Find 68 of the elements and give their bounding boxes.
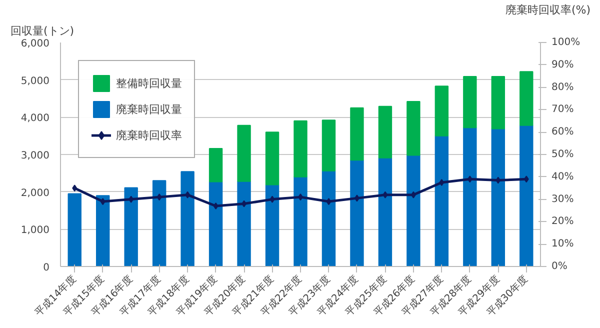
bar (237, 124, 251, 182)
bar (378, 106, 392, 158)
y2-axis-title: 廃棄時回収率(%) (505, 4, 591, 16)
point (326, 198, 332, 206)
legend-label: 廃棄時回収量 (116, 102, 182, 116)
bar (520, 71, 534, 126)
bar (491, 76, 505, 130)
point (382, 191, 388, 198)
point (410, 191, 416, 198)
bar (350, 160, 364, 266)
y-tick-label: 0 (43, 262, 50, 274)
bar (350, 107, 364, 161)
y2-tick-label: 70% (552, 104, 574, 116)
y-tick-label: 5,000 (20, 76, 50, 87)
y-tick-label: 3,000 (20, 150, 50, 162)
y-axis-title: 回収量(トン) (10, 24, 74, 38)
bar (322, 170, 336, 266)
bar (463, 127, 477, 266)
bar (96, 195, 110, 266)
bar (520, 124, 534, 266)
bar (124, 187, 138, 266)
y2-tick-label: 80% (552, 82, 574, 93)
bar (180, 171, 194, 266)
bar (208, 148, 223, 182)
point (100, 198, 106, 206)
bar (463, 76, 477, 128)
y2-tick-label: 60% (552, 126, 574, 138)
bar (322, 120, 336, 172)
point (270, 196, 275, 203)
point (185, 191, 190, 198)
bar (491, 128, 505, 266)
y2-tick-label: 100% (552, 37, 580, 48)
bar (152, 180, 166, 266)
point (354, 194, 360, 202)
y2-tick-label: 30% (552, 194, 574, 205)
y-tick-label: 1,000 (20, 225, 50, 236)
bar (434, 86, 449, 136)
y-tick-label: 2,000 (20, 188, 50, 199)
bar (294, 176, 308, 266)
bar (294, 120, 308, 178)
bar (68, 193, 82, 266)
point (156, 194, 162, 201)
bar (406, 154, 420, 266)
y2-tick-label: 50% (552, 149, 574, 160)
point (128, 196, 134, 203)
legend-label: 廃棄時回収率 (116, 128, 182, 142)
y2-tick-label: 90% (552, 59, 574, 70)
point (439, 179, 444, 186)
y-tick-label: 4,000 (20, 113, 50, 124)
y2-tick-label: 20% (552, 216, 574, 228)
bar (434, 135, 449, 266)
point (467, 176, 472, 183)
y-tick-label: 6,000 (20, 38, 50, 50)
point (213, 202, 218, 210)
y2-tick-label: 10% (552, 238, 574, 250)
bar (378, 157, 392, 266)
y2-tick-label: 40% (552, 171, 574, 182)
point (72, 184, 78, 192)
bar (237, 180, 251, 266)
bar (265, 132, 280, 186)
bar (265, 184, 280, 266)
bar (406, 100, 420, 156)
point (242, 200, 247, 208)
point (524, 176, 529, 183)
bar (208, 181, 223, 266)
point (496, 176, 501, 184)
y2-tick-label: 0% (552, 261, 568, 272)
legend-label: 整備時回収量 (116, 76, 182, 90)
